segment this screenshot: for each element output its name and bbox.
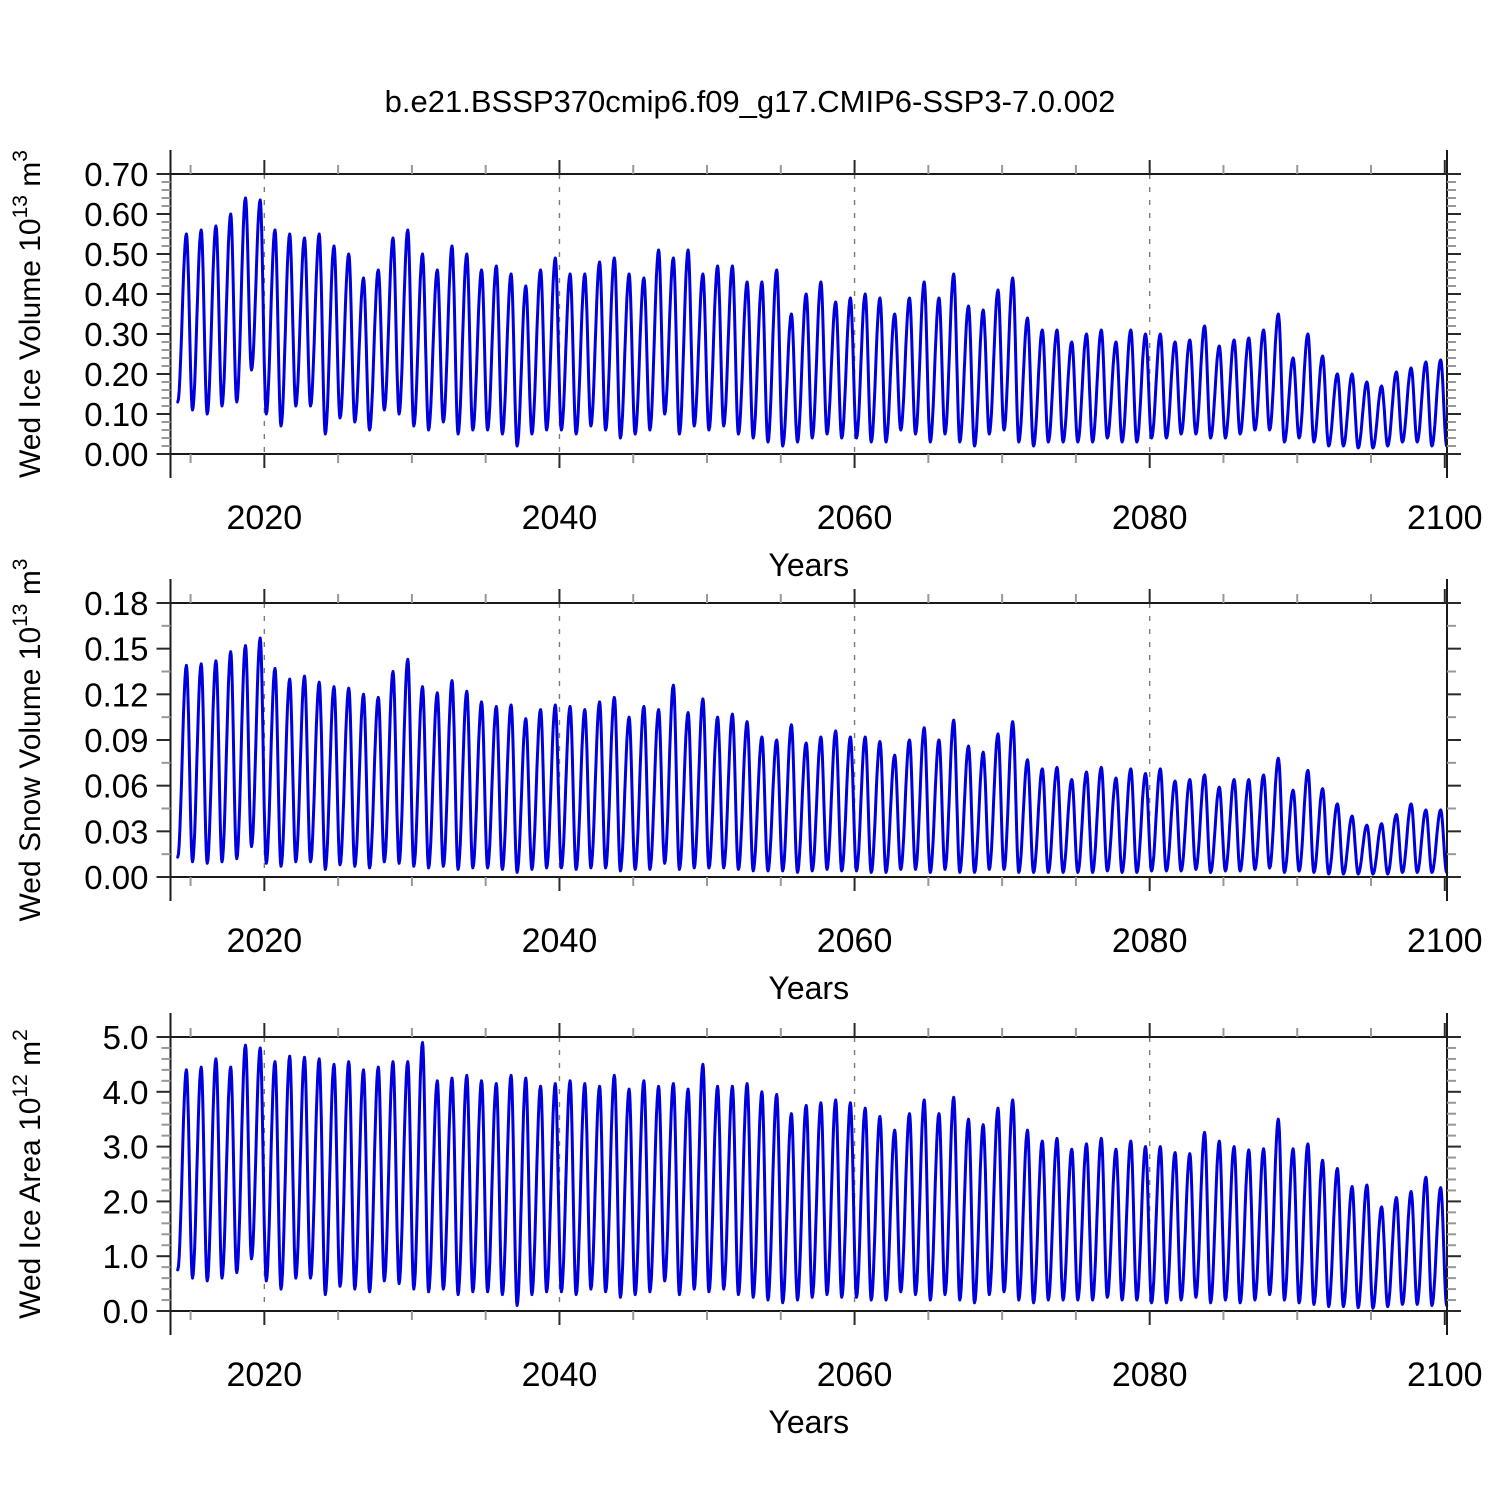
ytick-labels: 0.00 0.03 0.06 0.09 0.12 0.15 0.18 bbox=[84, 585, 148, 896]
ytick-label: 0.06 bbox=[84, 768, 148, 805]
ytick-label: 0.30 bbox=[84, 316, 148, 353]
ytick-label: 0.00 bbox=[84, 436, 148, 473]
y-axis-title: Wed Snow Volume 1013 m3 bbox=[9, 559, 47, 922]
panel-snow-volume: 0.00 0.03 0.06 0.09 0.12 0.15 0.18 2020 2040 2060… bbox=[9, 559, 1483, 1007]
xtick-label: 2060 bbox=[817, 922, 893, 960]
ytick-label: 0.03 bbox=[84, 813, 148, 850]
ytick-label: 0.20 bbox=[84, 356, 148, 393]
ytick-label: 5.0 bbox=[103, 1019, 149, 1056]
snow-volume-line bbox=[176, 636, 1449, 876]
x-axis-title: Years bbox=[768, 1404, 849, 1440]
panel-ice-volume: 0.000.100.200.300.400.500.600.70 2020 2040… bbox=[9, 150, 1483, 583]
xtick-label: 2080 bbox=[1112, 922, 1188, 960]
y-axis-title: Wed Ice Area 1012 m2 bbox=[9, 1029, 47, 1319]
xtick-labels: 2020 2040 2060 2080 2100 bbox=[227, 499, 1483, 537]
figure-title: b.e21.BSSP370cmip6.f09_g17.CMIP6-SSP3-7.… bbox=[385, 84, 1116, 119]
ticks bbox=[156, 589, 1461, 891]
xtick-labels: 2020 2040 2060 2080 2100 bbox=[227, 1356, 1483, 1394]
x-axis-title: Years bbox=[768, 547, 849, 583]
ytick-label: 0.15 bbox=[84, 631, 148, 668]
ytick-label: 0.10 bbox=[84, 396, 148, 433]
ytick-label: 1.0 bbox=[103, 1238, 149, 1275]
xtick-label: 2060 bbox=[817, 1356, 893, 1394]
panel-ice-area: 0.0 1.0 2.0 3.0 4.0 5.0 2020 2040 2060 2080 2100 Ye… bbox=[9, 1013, 1483, 1440]
ytick-label: 0.50 bbox=[84, 236, 148, 273]
ytick-label: 0.40 bbox=[84, 276, 148, 313]
xtick-label: 2040 bbox=[522, 1356, 598, 1394]
xtick-label: 2020 bbox=[227, 1356, 303, 1394]
ice-volume-line bbox=[176, 196, 1449, 450]
y-axis-title: Wed Ice Volume 1013 m3 bbox=[9, 150, 47, 478]
xtick-label: 2020 bbox=[227, 922, 303, 960]
xtick-label: 2020 bbox=[227, 499, 303, 537]
x-axis-title: Years bbox=[768, 970, 849, 1006]
ytick-label: 2.0 bbox=[103, 1183, 149, 1220]
xtick-label: 2100 bbox=[1407, 1356, 1483, 1394]
axis-frame bbox=[158, 1013, 1459, 1335]
ticks bbox=[156, 1023, 1461, 1325]
ice-area-line bbox=[176, 1041, 1449, 1310]
ytick-label: 0.12 bbox=[84, 676, 148, 713]
ytick-label: 0.70 bbox=[84, 156, 148, 193]
ytick-label: 0.18 bbox=[84, 585, 148, 622]
ytick-label: 0.00 bbox=[84, 859, 148, 896]
xtick-label: 2080 bbox=[1112, 499, 1188, 537]
ytick-label: 4.0 bbox=[103, 1074, 149, 1111]
ytick-label: 3.0 bbox=[103, 1129, 149, 1166]
xtick-label: 2040 bbox=[522, 499, 598, 537]
ticks bbox=[156, 160, 1461, 468]
ytick-label: 0.60 bbox=[84, 196, 148, 233]
ytick-labels: 0.0 1.0 2.0 3.0 4.0 5.0 bbox=[103, 1019, 149, 1330]
xtick-label: 2040 bbox=[522, 922, 598, 960]
xtick-labels: 2020 2040 2060 2080 2100 bbox=[227, 922, 1483, 960]
axis-frame bbox=[158, 150, 1459, 478]
xtick-label: 2080 bbox=[1112, 1356, 1188, 1394]
xtick-label: 2060 bbox=[817, 499, 893, 537]
xtick-label: 2100 bbox=[1407, 922, 1483, 960]
ytick-label: 0.09 bbox=[84, 722, 148, 759]
ytick-labels: 0.000.100.200.300.400.500.600.70 bbox=[84, 156, 148, 473]
ytick-label: 0.0 bbox=[103, 1293, 149, 1330]
xtick-label: 2100 bbox=[1407, 499, 1483, 537]
